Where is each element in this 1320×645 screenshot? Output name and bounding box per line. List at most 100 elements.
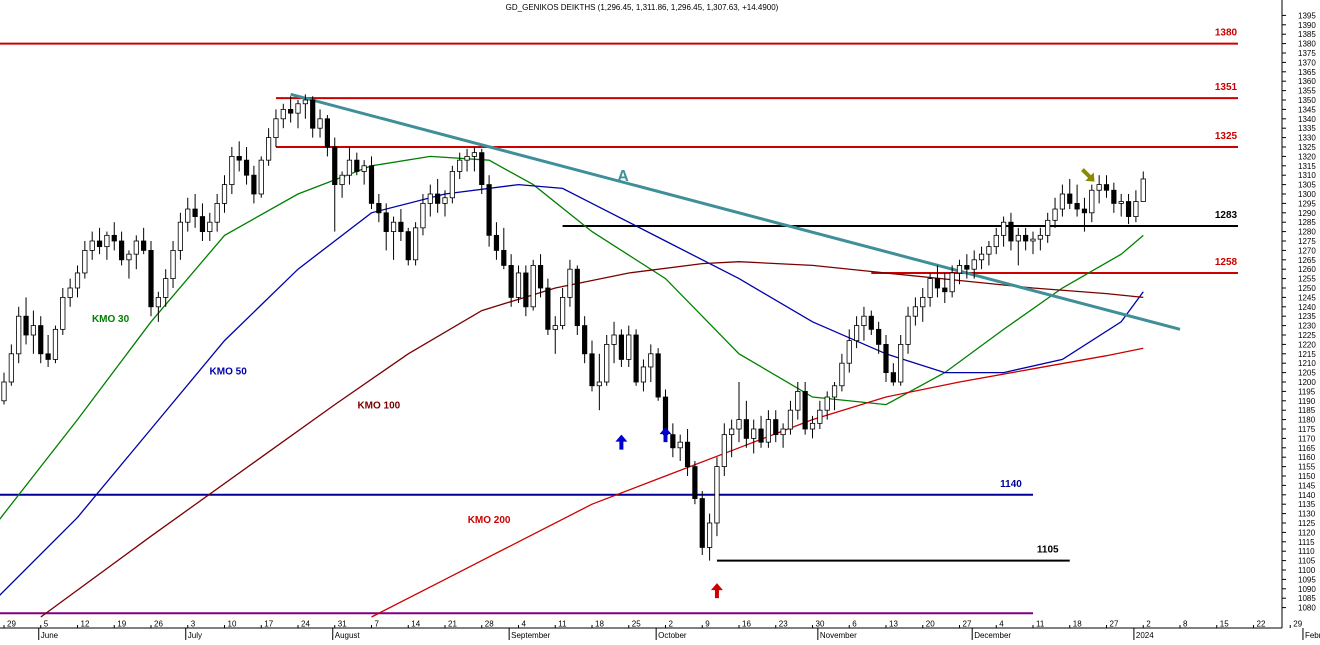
candle-body-up xyxy=(567,268,573,298)
candle-body-down xyxy=(493,234,500,251)
y-tick-label: 1175 xyxy=(1298,425,1316,434)
candle xyxy=(214,194,220,232)
candle-body-down xyxy=(1074,202,1080,210)
x-tick-label: 19 xyxy=(117,620,126,629)
month-label: December xyxy=(974,631,1011,640)
x-tick-label: 27 xyxy=(963,620,972,629)
candle-body-down xyxy=(890,372,896,383)
candle xyxy=(898,335,904,386)
candle-body-down xyxy=(501,249,507,266)
x-tick-label: 3 xyxy=(191,620,196,629)
x-tick-label: 20 xyxy=(926,620,935,629)
candle-body-up xyxy=(721,434,727,468)
y-tick-label: 1345 xyxy=(1298,105,1316,114)
level-label-1380: 1380 xyxy=(1215,28,1238,39)
y-tick-label: 1260 xyxy=(1298,265,1316,274)
candle xyxy=(163,269,169,307)
y-tick-label: 1125 xyxy=(1298,519,1316,528)
candle xyxy=(16,306,22,364)
candle xyxy=(486,175,492,247)
candle-body-down xyxy=(773,419,779,436)
candle-body-down xyxy=(545,287,551,330)
candle xyxy=(493,222,500,260)
candle-body-down xyxy=(199,216,206,232)
candle xyxy=(611,321,617,364)
y-tick-label: 1360 xyxy=(1298,77,1316,86)
candle-body-up xyxy=(1015,234,1021,242)
candle xyxy=(383,203,389,251)
candle xyxy=(523,265,529,317)
candle-body-down xyxy=(435,193,441,204)
candle-body-down xyxy=(1103,184,1110,191)
candle-body-up xyxy=(751,428,757,439)
candle-body-down xyxy=(486,184,492,236)
y-tick-label: 1270 xyxy=(1298,246,1316,255)
candle xyxy=(427,184,433,217)
candle xyxy=(508,254,514,307)
x-tick-label: 24 xyxy=(301,620,310,629)
candle xyxy=(633,329,639,386)
candle xyxy=(302,94,308,119)
candle xyxy=(265,128,272,166)
candle-body-down xyxy=(942,287,948,293)
y-tick-label: 1310 xyxy=(1298,171,1316,180)
candle xyxy=(479,148,485,194)
candle xyxy=(339,171,345,198)
candle xyxy=(67,278,73,307)
y-tick-label: 1210 xyxy=(1298,359,1316,368)
ma-label-kmo-30: KMO 30 xyxy=(92,314,130,325)
candle-body-down xyxy=(523,272,529,308)
month-label: August xyxy=(335,631,361,640)
candle xyxy=(442,190,448,217)
candle xyxy=(412,222,419,266)
y-tick-label: 1395 xyxy=(1298,11,1316,20)
candle xyxy=(251,165,257,204)
ma-label-kmo-100: KMO 100 xyxy=(357,400,400,411)
candle xyxy=(1045,212,1051,243)
candle xyxy=(743,400,749,448)
candle-body-up xyxy=(978,253,985,261)
candle-body-up xyxy=(787,409,794,430)
x-tick-label: 4 xyxy=(522,620,527,629)
candle xyxy=(1015,227,1021,266)
candle xyxy=(839,353,845,392)
candle-body-up xyxy=(854,325,860,342)
y-tick-label: 1105 xyxy=(1298,557,1316,566)
candle-body-down xyxy=(934,278,941,289)
candle-body-down xyxy=(758,428,764,443)
level-label-1351: 1351 xyxy=(1215,82,1238,93)
candle xyxy=(1081,197,1088,232)
candle xyxy=(111,222,117,251)
candle xyxy=(1,372,7,405)
candle-body-up xyxy=(1059,193,1065,210)
candle-body-up xyxy=(185,208,191,223)
candle-body-up xyxy=(1001,221,1007,236)
y-tick-label: 1220 xyxy=(1298,340,1316,349)
y-tick-label: 1140 xyxy=(1298,491,1316,500)
candle-body-up xyxy=(464,155,470,161)
candle xyxy=(133,235,139,270)
month-label: September xyxy=(511,631,550,640)
level-label-1325: 1325 xyxy=(1215,131,1238,142)
x-tick-label: 29 xyxy=(1293,620,1302,629)
candle-body-up xyxy=(640,366,647,383)
candle-body-down xyxy=(45,353,51,360)
ma-line-kmo-200 xyxy=(371,347,1144,618)
candle-body-up xyxy=(229,155,235,185)
candle-body-up xyxy=(530,265,536,308)
y-tick-label: 1240 xyxy=(1298,303,1316,312)
y-tick-label: 1180 xyxy=(1298,416,1316,425)
y-tick-label: 1230 xyxy=(1298,322,1316,331)
candle-body-down xyxy=(236,155,242,161)
candle-body-down xyxy=(699,498,705,548)
candle xyxy=(119,231,125,266)
candle-body-up xyxy=(780,428,786,436)
horizontal-levels: 1380 1351 1325 1283 1258 1140 1105 xyxy=(0,28,1238,615)
y-tick-label: 1185 xyxy=(1298,406,1316,415)
candle xyxy=(398,209,404,241)
candle xyxy=(1001,216,1007,247)
candle xyxy=(868,310,874,335)
candle xyxy=(464,148,470,172)
candle-body-down xyxy=(310,99,316,129)
chart-title: GD_GENIKOS DEIKTHS (1,296.45, 1,311.86, … xyxy=(506,3,779,12)
